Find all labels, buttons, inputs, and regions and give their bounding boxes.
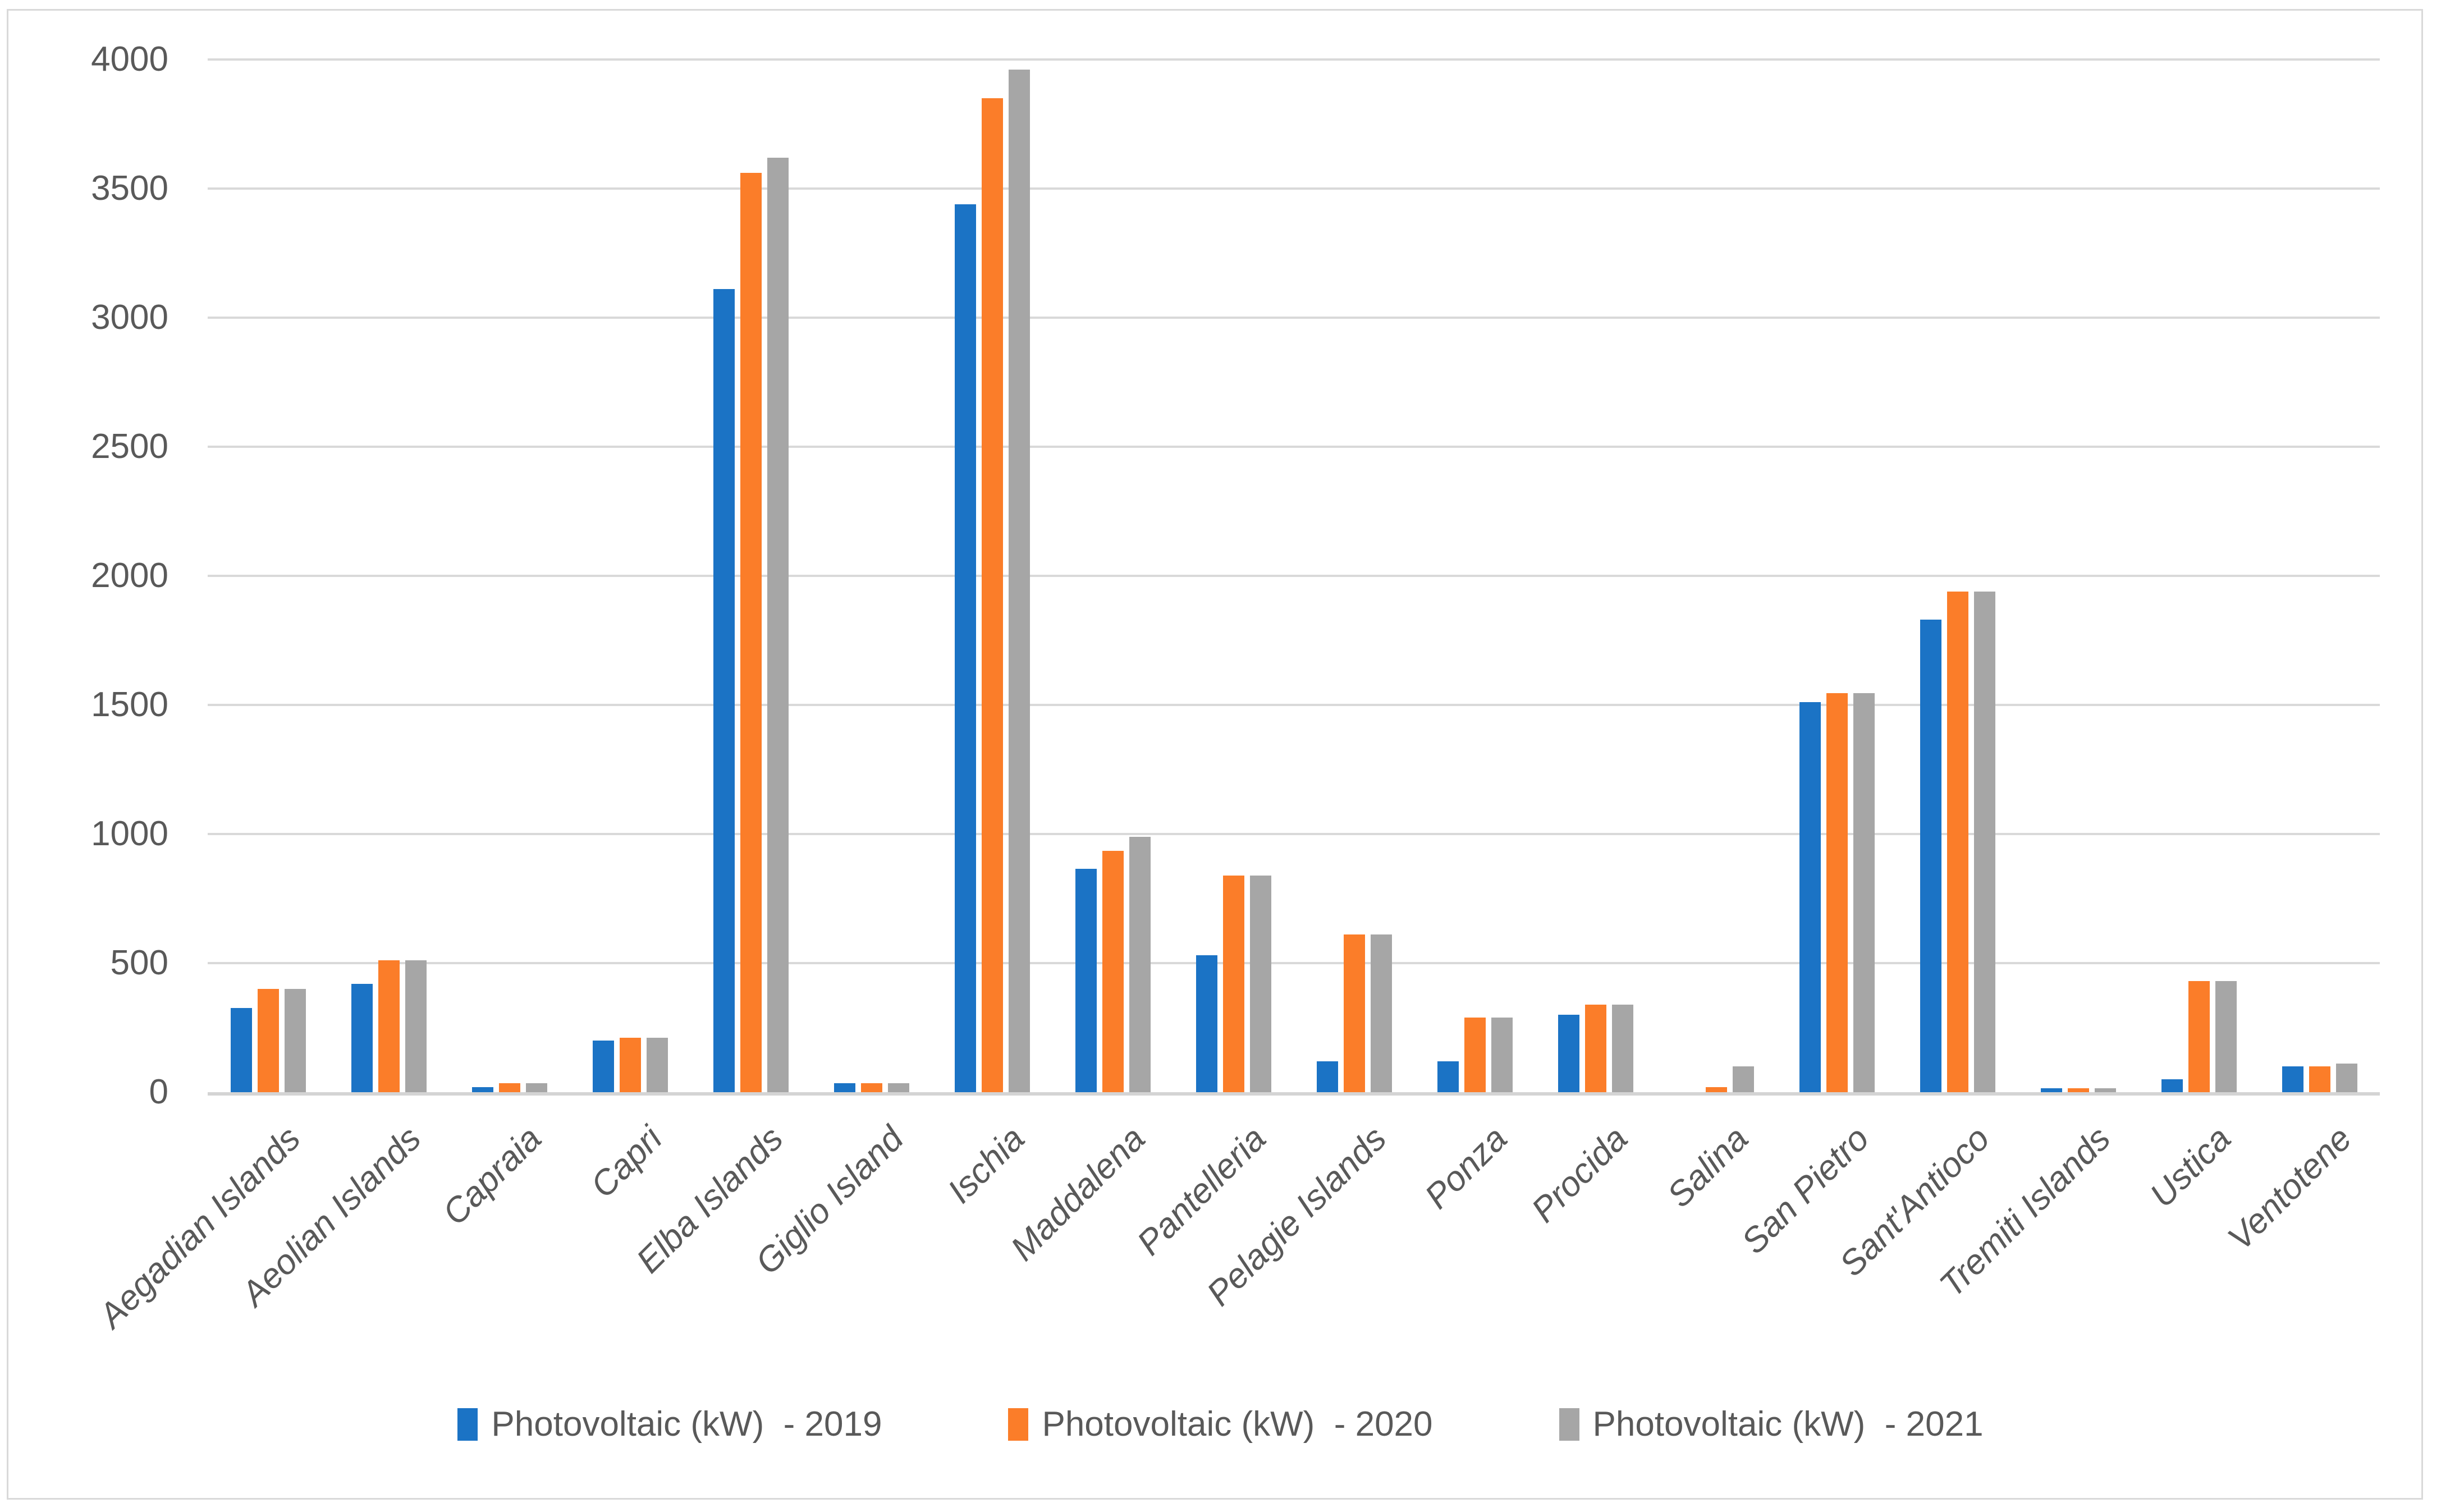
bar-giglio-island-2019 [834,1083,855,1092]
bar-pantelleria-2021 [1250,876,1271,1092]
bar-aeolian-islands-2021 [405,960,427,1092]
y-tick-label: 2500 [91,427,168,466]
bar-ischia-2020 [982,98,1003,1092]
bar-aegadian-islands-2019 [231,1008,252,1092]
y-tick-label: 1500 [91,685,168,724]
figure-border [7,9,2423,1500]
bar-maddalena-2020 [1102,851,1124,1092]
bar-san-pietro-2021 [1853,693,1875,1092]
y-tick-label: 0 [149,1073,168,1111]
bar-elba-islands-2020 [740,173,762,1092]
y-tick-label: 1000 [91,814,168,853]
gridline [208,317,2380,319]
legend-swatch [457,1408,478,1441]
gridline [208,833,2380,835]
gridline [208,704,2380,706]
bar-procida-2020 [1585,1005,1606,1092]
legend: Photovoltaic (kW) - 2019 Photovoltaic (kW… [0,1404,2441,1444]
bar-ponza-2019 [1437,1061,1459,1092]
bar-elba-islands-2021 [767,158,789,1092]
y-tick-label: 4000 [91,40,168,79]
bar-capraia-2020 [499,1083,520,1092]
bar-pantelleria-2019 [1196,955,1217,1092]
legend-item: Photovoltaic (kW) - 2019 [457,1404,882,1444]
bar-capri-2019 [593,1041,614,1092]
bar-tremiti-islands-2021 [2095,1088,2116,1092]
y-tick-label: 500 [110,943,168,982]
gridline [208,446,2380,448]
gridline [208,187,2380,190]
gridline [208,575,2380,577]
legend-label: Photovoltaic (kW) - 2021 [1592,1405,1984,1444]
bar-ventotene-2020 [2309,1066,2330,1092]
legend-item: Photovoltaic (kW) - 2021 [1559,1404,1984,1444]
bar-tremiti-islands-2020 [2068,1088,2089,1092]
bar-san-pietro-2019 [1799,702,1821,1092]
bar-capraia-2019 [472,1087,493,1092]
legend-item: Photovoltaic (kW) - 2020 [1008,1404,1433,1444]
legend-label: Photovoltaic (kW) - 2020 [1042,1405,1433,1444]
gridline [208,962,2380,964]
bar-pantelleria-2020 [1223,876,1244,1092]
bar-ustica-2019 [2161,1079,2183,1092]
bar-pelagie-islands-2019 [1317,1061,1338,1092]
bar-capraia-2021 [526,1083,547,1092]
legend-swatch [1559,1408,1579,1441]
gridline [208,58,2380,61]
bar-ponza-2021 [1491,1018,1513,1092]
bar-ustica-2020 [2188,981,2210,1092]
y-tick-label: 2000 [91,556,168,595]
y-tick-label: 3500 [91,169,168,208]
bar-capri-2021 [647,1038,668,1092]
y-tick-label: 3000 [91,298,168,337]
bar-giglio-island-2020 [861,1083,882,1092]
bar-maddalena-2019 [1075,869,1097,1092]
bar-procida-2019 [1558,1015,1579,1092]
bar-giglio-island-2021 [888,1083,909,1092]
bar-pelagie-islands-2021 [1371,934,1392,1092]
bar-san-pietro-2020 [1826,693,1848,1092]
bar-sant-antioco-2020 [1947,592,1968,1092]
bar-maddalena-2021 [1129,837,1151,1092]
bar-elba-islands-2019 [713,289,735,1092]
bar-ustica-2021 [2215,981,2237,1092]
bar-ischia-2019 [955,204,976,1092]
x-axis-line [208,1092,2380,1096]
bar-capri-2020 [620,1038,641,1092]
bar-tremiti-islands-2019 [2041,1088,2062,1092]
bar-ventotene-2019 [2282,1066,2303,1092]
bar-ischia-2021 [1009,70,1030,1092]
legend-swatch [1008,1408,1029,1441]
bar-aegadian-islands-2021 [285,989,306,1092]
bar-aeolian-islands-2019 [351,984,373,1092]
bar-aeolian-islands-2020 [378,960,400,1092]
bar-procida-2021 [1612,1005,1633,1092]
bar-sant-antioco-2019 [1920,620,1941,1092]
legend-label: Photovoltaic (kW) - 2019 [491,1405,882,1444]
bar-ponza-2020 [1464,1018,1486,1092]
bar-salina-2021 [1733,1066,1754,1092]
bar-pelagie-islands-2020 [1344,934,1365,1092]
bar-ventotene-2021 [2336,1064,2357,1092]
bar-sant-antioco-2021 [1974,592,1995,1092]
bar-aegadian-islands-2020 [258,989,279,1092]
bar-salina-2020 [1706,1087,1727,1092]
